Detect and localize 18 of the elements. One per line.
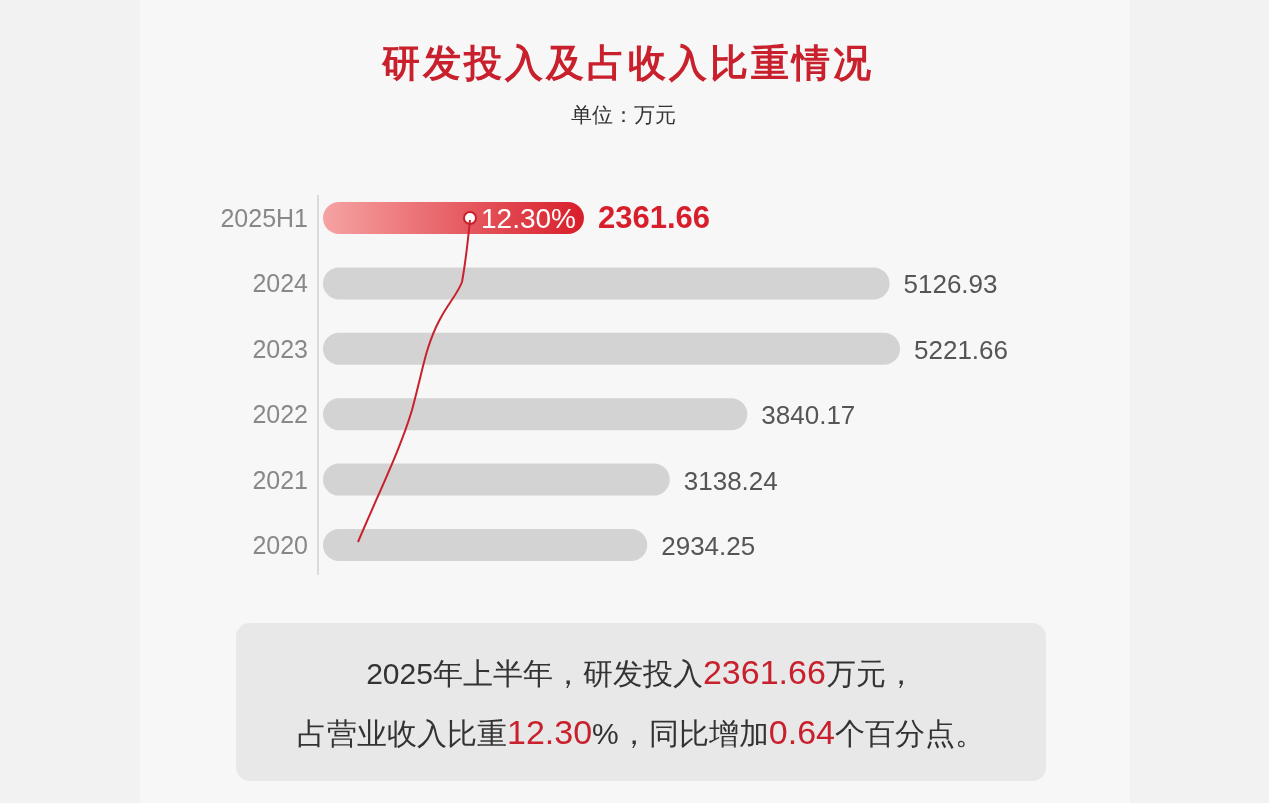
y-tick-label: 2022: [252, 400, 308, 429]
y-tick-label: 2023: [252, 334, 308, 363]
chart-title: 研发投入及占收入比重情况: [381, 42, 874, 84]
text: 占营业收入比重12.30%，同比增加0.64个百分点。: [297, 713, 985, 751]
data-label: 5221.66: [914, 334, 1008, 365]
data-label: 2361.66: [597, 200, 711, 235]
y-tick-label: 2021: [252, 465, 308, 494]
data-label: 5126.93: [903, 269, 998, 300]
plot: 2025H1 2361.66 2024 5126.93 2023 5221.66 2022 3840.17 2021 3138.24 2020 2934.25 12.30%: [220, 194, 1008, 576]
data-label: 3138.24: [683, 465, 778, 496]
y-tick-label: 2024: [252, 269, 309, 298]
chart-subtitle: 单位：万元: [570, 103, 676, 126]
y-tick-label: 2020: [252, 531, 308, 559]
data-label: 3840.17: [761, 400, 856, 431]
data-label: 2934.25: [661, 531, 756, 561]
text: 2025年上半年，研发投入2361.66万元，: [366, 653, 916, 691]
annotation: 12.30%: [481, 203, 576, 234]
y-tick-label: 2025H1: [220, 204, 308, 232]
